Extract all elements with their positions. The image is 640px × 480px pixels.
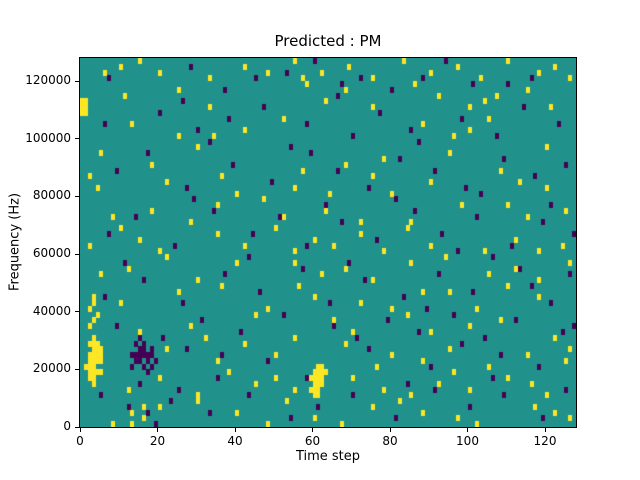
x-tick-mark — [79, 428, 81, 432]
x-tick-label: 60 — [304, 434, 321, 448]
y-axis-label: Frequency (Hz) — [7, 192, 23, 292]
y-tick-mark — [75, 311, 79, 313]
x-tick-label: 100 — [456, 434, 479, 448]
x-tick-mark — [467, 428, 468, 432]
x-tick-label: 0 — [76, 434, 84, 448]
x-tick-label: 120 — [533, 434, 557, 448]
y-tick-mark — [75, 195, 79, 197]
y-tick-label: 80000 — [32, 188, 71, 203]
y-tick-mark — [75, 253, 79, 255]
y-tick-mark — [75, 426, 79, 428]
x-tick-label: 40 — [227, 434, 243, 448]
x-tick-mark — [389, 428, 391, 432]
x-tick-mark — [157, 428, 158, 432]
x-axis-label: Time step — [295, 449, 361, 464]
y-tick-mark — [75, 368, 79, 370]
plot-area — [79, 57, 577, 428]
x-tick-label: 20 — [149, 434, 166, 448]
x-tick-mark — [544, 428, 546, 432]
heatmap-canvas — [80, 58, 576, 427]
y-tick-label: 120000 — [25, 73, 71, 88]
y-tick-label: 100000 — [25, 130, 71, 145]
y-tick-label: 0 — [63, 419, 71, 433]
chart-title: Predicted : PM — [274, 32, 382, 50]
y-tick-label: 60000 — [32, 246, 71, 261]
y-tick-mark — [75, 138, 79, 140]
x-tick-label: 80 — [382, 434, 398, 448]
x-tick-mark — [234, 428, 236, 432]
x-tick-mark — [312, 428, 313, 432]
y-tick-label: 40000 — [32, 303, 71, 318]
y-tick-label: 20000 — [32, 361, 71, 376]
y-tick-mark — [75, 80, 79, 82]
